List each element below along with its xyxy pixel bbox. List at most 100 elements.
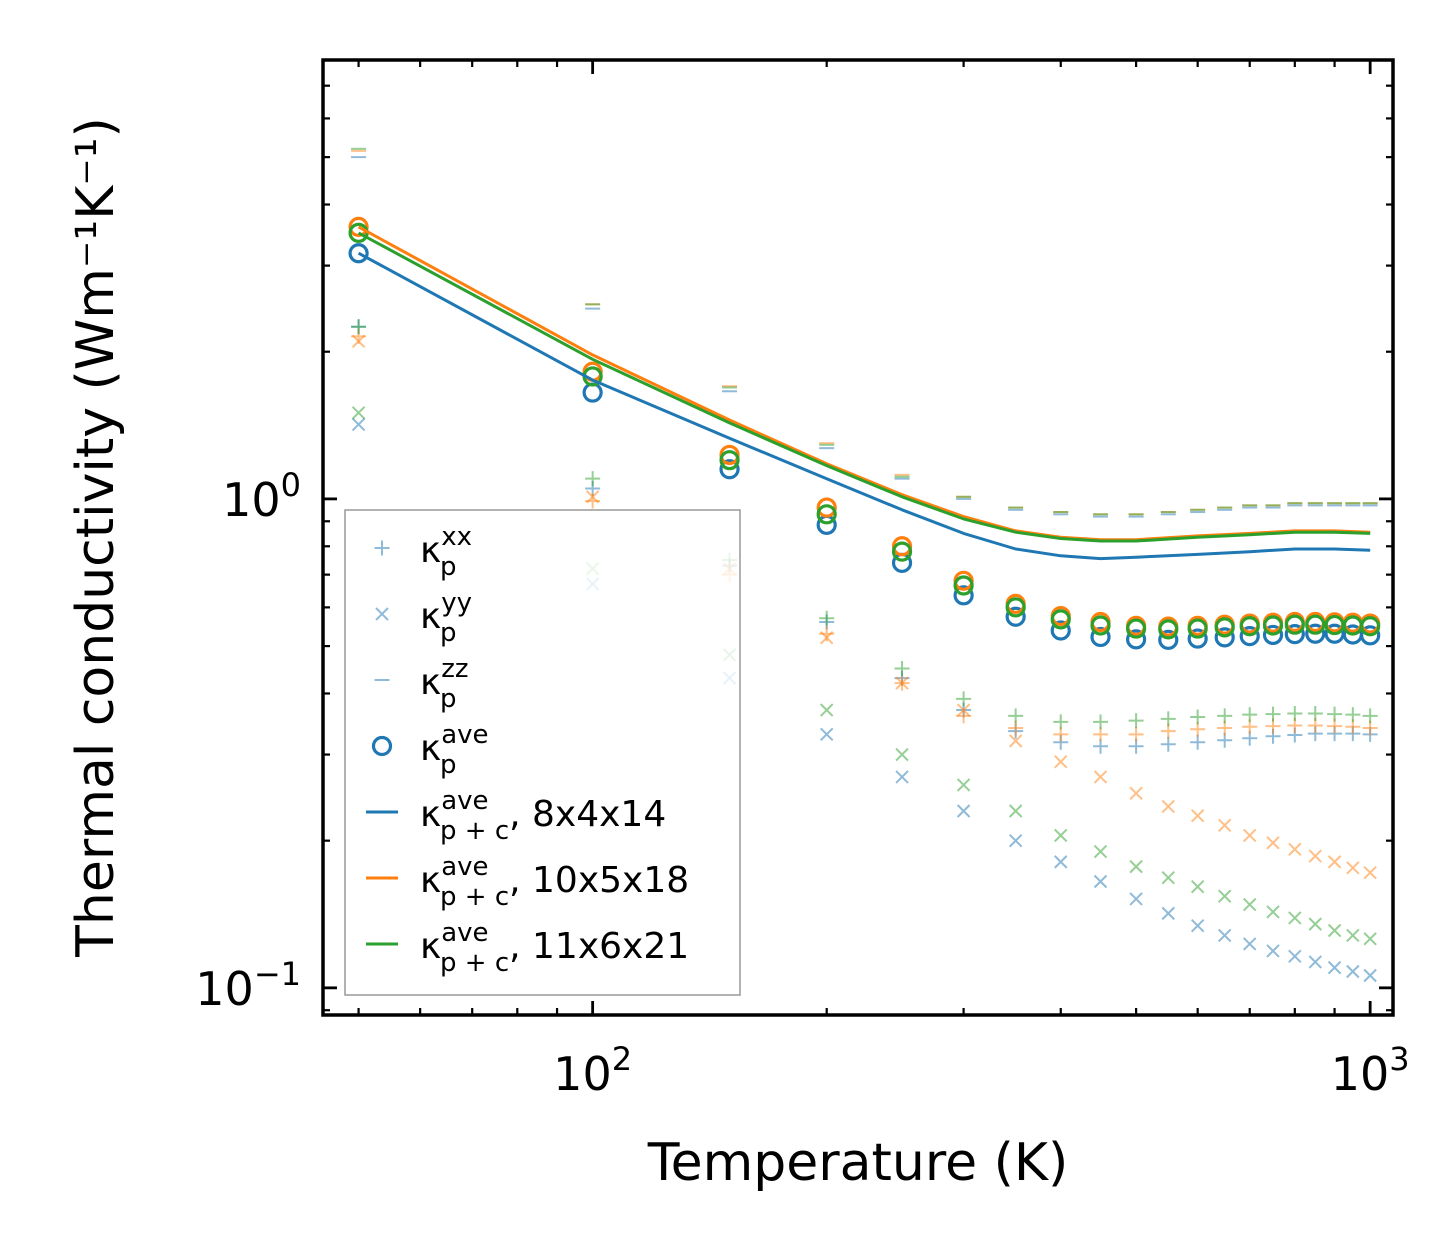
kyy-point (819, 703, 834, 717)
kave-point (1239, 626, 1260, 647)
kyy-point (1243, 937, 1257, 951)
kyy-point (1093, 844, 1108, 859)
kxx-point (585, 471, 601, 487)
kyy-point (1288, 949, 1302, 964)
kave-point (1158, 629, 1179, 650)
x-axis-label: Temperature (K) (647, 1133, 1069, 1193)
kave-point (1125, 618, 1147, 639)
kave-point (1090, 626, 1111, 648)
kxx-point (1362, 708, 1378, 724)
kpc-line-8x4x14 (357, 251, 1371, 561)
kyy-point (1217, 928, 1232, 943)
kave-point (1050, 620, 1071, 641)
legend-plus-marker (374, 540, 390, 556)
kxx-point (1128, 726, 1144, 742)
kyy-point (1243, 897, 1257, 912)
legend-entry: κave p + c, 10x5x18 (366, 852, 689, 912)
kxx-point (1160, 736, 1176, 752)
kave-point (1360, 625, 1381, 646)
legend-label: κzz p (420, 654, 469, 714)
kave-point (1050, 609, 1071, 630)
kyy-point (819, 631, 834, 645)
legend-label: κave p + c, 10x5x18 (420, 852, 689, 912)
legend-entry: κave p + c, 8x4x14 (366, 786, 666, 846)
kyy-point (1266, 836, 1280, 850)
kave-point (816, 497, 837, 518)
kyy-point (1161, 799, 1175, 814)
kave-point (1284, 624, 1305, 645)
kyy-point (1129, 892, 1143, 906)
kyy-point (956, 703, 971, 717)
kave-point (1005, 606, 1026, 627)
kyy-point (1308, 917, 1322, 931)
kyy-point (1288, 911, 1302, 925)
kyy-point (1266, 905, 1280, 919)
kyy-point (1327, 960, 1342, 975)
kyy-point (1363, 865, 1377, 880)
legend-frame (344, 509, 741, 996)
y-axis-label: Thermal conductivity (Wm⁻¹K⁻¹) (66, 117, 126, 958)
legend-entry: κzz p (374, 654, 469, 714)
kyy-point (1217, 818, 1232, 833)
legend-label: κxx p (420, 522, 472, 582)
kxx-point (1190, 734, 1206, 750)
kxx-point (956, 691, 972, 707)
kyy-point (956, 778, 971, 792)
kyy-point (1008, 833, 1023, 848)
kave-point (1284, 614, 1305, 635)
kxx-point (1053, 714, 1069, 730)
kave-point (1005, 597, 1026, 618)
kyy-point (1327, 855, 1342, 869)
kyy-point (1008, 804, 1023, 818)
kyy-point (1093, 770, 1108, 784)
legend-label: κave p (420, 720, 489, 780)
kyy-point (351, 334, 366, 349)
kyy-point (1363, 932, 1377, 946)
legend-entry: κyy p (375, 588, 472, 648)
kyy-point (1308, 955, 1322, 969)
legend-label: κave p + c, 11x6x21 (420, 918, 689, 978)
legend-entry: κave p (371, 720, 489, 780)
kyy-point (1346, 964, 1360, 979)
kyy-point (956, 804, 971, 818)
kave-point (1360, 616, 1381, 637)
kyy-point (1054, 755, 1068, 769)
kyy-point (1129, 786, 1143, 800)
y-tick-label: 100 (222, 466, 301, 527)
x-tick-label: 102 (553, 1040, 632, 1101)
kyy-point (895, 747, 909, 762)
kxx-point (1345, 707, 1361, 723)
kave-point (816, 504, 837, 525)
kave-point (1239, 616, 1260, 637)
kxx-point (1093, 714, 1109, 730)
kyy-point (1217, 889, 1232, 903)
kxx-point (894, 660, 910, 676)
kave-point (1214, 617, 1235, 638)
kxx-point (1217, 708, 1233, 724)
kxx-point (1160, 711, 1176, 727)
legend-circle-marker (371, 735, 393, 757)
kyy-point (1363, 968, 1377, 983)
kyy-point (1129, 859, 1143, 874)
kyy-point (1093, 874, 1108, 889)
kxx-point (1287, 706, 1303, 722)
kxx-point (1307, 706, 1323, 722)
kyy-point (895, 676, 909, 690)
kxx-point (1327, 706, 1343, 722)
kyy-point (1054, 855, 1068, 869)
kave-point (719, 450, 740, 471)
kyy-point (819, 727, 834, 742)
kave-point (348, 243, 369, 264)
kave-point (1158, 619, 1179, 640)
kyy-point (1161, 906, 1175, 921)
x-tick-label: 103 (1331, 1040, 1410, 1101)
kave-point (1125, 629, 1147, 650)
kyy-point (1190, 808, 1205, 823)
kave-point (1214, 627, 1235, 648)
kyy-point (1327, 923, 1342, 938)
kxx-point (1242, 707, 1258, 723)
legend-label: κave p + c, 8x4x14 (420, 786, 666, 846)
kyy-point (1266, 944, 1280, 958)
